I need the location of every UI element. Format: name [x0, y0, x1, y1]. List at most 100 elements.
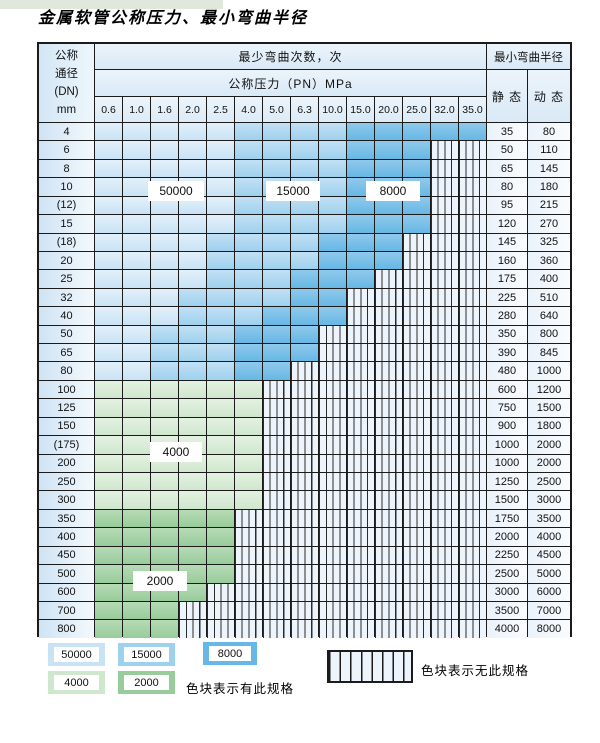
dynamic-radius-cell: 2500 — [528, 473, 570, 491]
no-spec-cell — [291, 399, 318, 417]
dn-cell: 500 — [39, 565, 94, 583]
dn-cell: (18) — [39, 233, 94, 251]
spec-cell — [95, 196, 122, 215]
no-spec-cell — [459, 491, 486, 509]
spec-cell — [347, 141, 374, 159]
spec-cell — [95, 565, 122, 583]
legend-swatch-8000: 8000 — [203, 642, 257, 665]
no-spec-cell — [375, 620, 402, 638]
no-spec-cell — [347, 399, 374, 417]
dn-cell: (175) — [39, 436, 94, 454]
no-spec-cell — [403, 491, 430, 509]
static-radius-cell: 750 — [487, 399, 527, 417]
spec-cell — [123, 288, 150, 307]
spec-cell — [347, 251, 374, 270]
no-spec-cell — [431, 215, 458, 233]
spec-cell — [151, 307, 178, 325]
no-spec-cell — [403, 399, 430, 417]
no-spec-cell — [347, 491, 374, 509]
no-spec-cell — [347, 509, 374, 528]
spec-cell — [179, 141, 206, 159]
spec-cell — [123, 546, 150, 565]
no-spec-cell — [403, 325, 430, 344]
no-spec-cell — [403, 307, 430, 325]
no-spec-cell — [319, 380, 346, 399]
spec-cell — [179, 380, 206, 399]
no-spec-cell — [347, 601, 374, 620]
no-spec-cell — [375, 601, 402, 620]
dn-cell: 20 — [39, 251, 94, 270]
spec-cell — [179, 325, 206, 344]
pressure-header-cell: 公称压力（PN）MPa — [95, 70, 486, 96]
spec-cell — [235, 399, 262, 417]
no-spec-cell — [431, 270, 458, 288]
spec-cell — [151, 491, 178, 509]
dn-cell: 80 — [39, 362, 94, 380]
dn-cell: 400 — [39, 528, 94, 546]
no-spec-cell — [431, 141, 458, 159]
no-spec-cell — [459, 417, 486, 436]
no-spec-cell — [263, 583, 290, 601]
no-spec-cell — [347, 380, 374, 399]
dynamic-radius-cell: 80 — [528, 123, 570, 141]
spec-cell — [207, 473, 234, 491]
dynamic-header-cell: 动 态 — [528, 70, 570, 122]
no-spec-cell — [459, 601, 486, 620]
dn-cell: 450 — [39, 546, 94, 565]
no-spec-cell — [431, 325, 458, 344]
no-spec-cell — [319, 362, 346, 380]
spec-cell — [319, 307, 346, 325]
no-spec-cell — [347, 583, 374, 601]
dynamic-radius-cell: 2000 — [528, 454, 570, 473]
spec-cell — [95, 436, 122, 454]
pressure-tick: 1.0 — [123, 97, 150, 122]
static-radius-cell: 225 — [487, 288, 527, 307]
no-spec-cell — [291, 380, 318, 399]
spec-cell — [347, 123, 374, 141]
no-spec-cell — [459, 141, 486, 159]
cycles-value-label: 15000 — [266, 181, 320, 201]
spec-cell — [235, 362, 262, 380]
dynamic-radius-cell: 1200 — [528, 380, 570, 399]
spec-cell — [403, 196, 430, 215]
spec-cell — [123, 399, 150, 417]
dn-cell: 6 — [39, 141, 94, 159]
spec-cell — [207, 233, 234, 251]
spec-cell — [95, 454, 122, 473]
spec-cell — [235, 215, 262, 233]
no-spec-cell — [431, 528, 458, 546]
dn-cell: 40 — [39, 307, 94, 325]
dynamic-radius-cell: 270 — [528, 215, 570, 233]
dynamic-radius-cell: 8000 — [528, 620, 570, 638]
cycles-value-label: 4000 — [150, 442, 202, 462]
no-spec-cell — [459, 196, 486, 215]
spec-cell — [375, 141, 402, 159]
spec-cell — [207, 215, 234, 233]
dynamic-radius-cell: 1800 — [528, 417, 570, 436]
no-spec-cell — [431, 307, 458, 325]
no-spec-cell — [459, 509, 486, 528]
spec-cell — [235, 307, 262, 325]
dn-cell: 800 — [39, 620, 94, 638]
spec-cell — [291, 344, 318, 362]
spec-cell — [151, 270, 178, 288]
spec-cell — [123, 123, 150, 141]
spec-cell — [123, 233, 150, 251]
no-spec-cell — [291, 362, 318, 380]
page-top-strip — [0, 0, 223, 9]
dn-cell: (12) — [39, 196, 94, 215]
no-spec-cell — [347, 288, 374, 307]
no-spec-cell — [347, 417, 374, 436]
static-radius-cell: 65 — [487, 159, 527, 178]
no-spec-cell — [347, 436, 374, 454]
spec-cell — [263, 233, 290, 251]
spec-cell — [123, 344, 150, 362]
no-spec-cell — [319, 473, 346, 491]
dynamic-radius-cell: 3500 — [528, 509, 570, 528]
spec-cell — [95, 251, 122, 270]
spec-cell — [151, 546, 178, 565]
spec-cell — [151, 399, 178, 417]
no-spec-cell — [319, 620, 346, 638]
no-spec-cell — [319, 601, 346, 620]
no-spec-cell — [431, 601, 458, 620]
